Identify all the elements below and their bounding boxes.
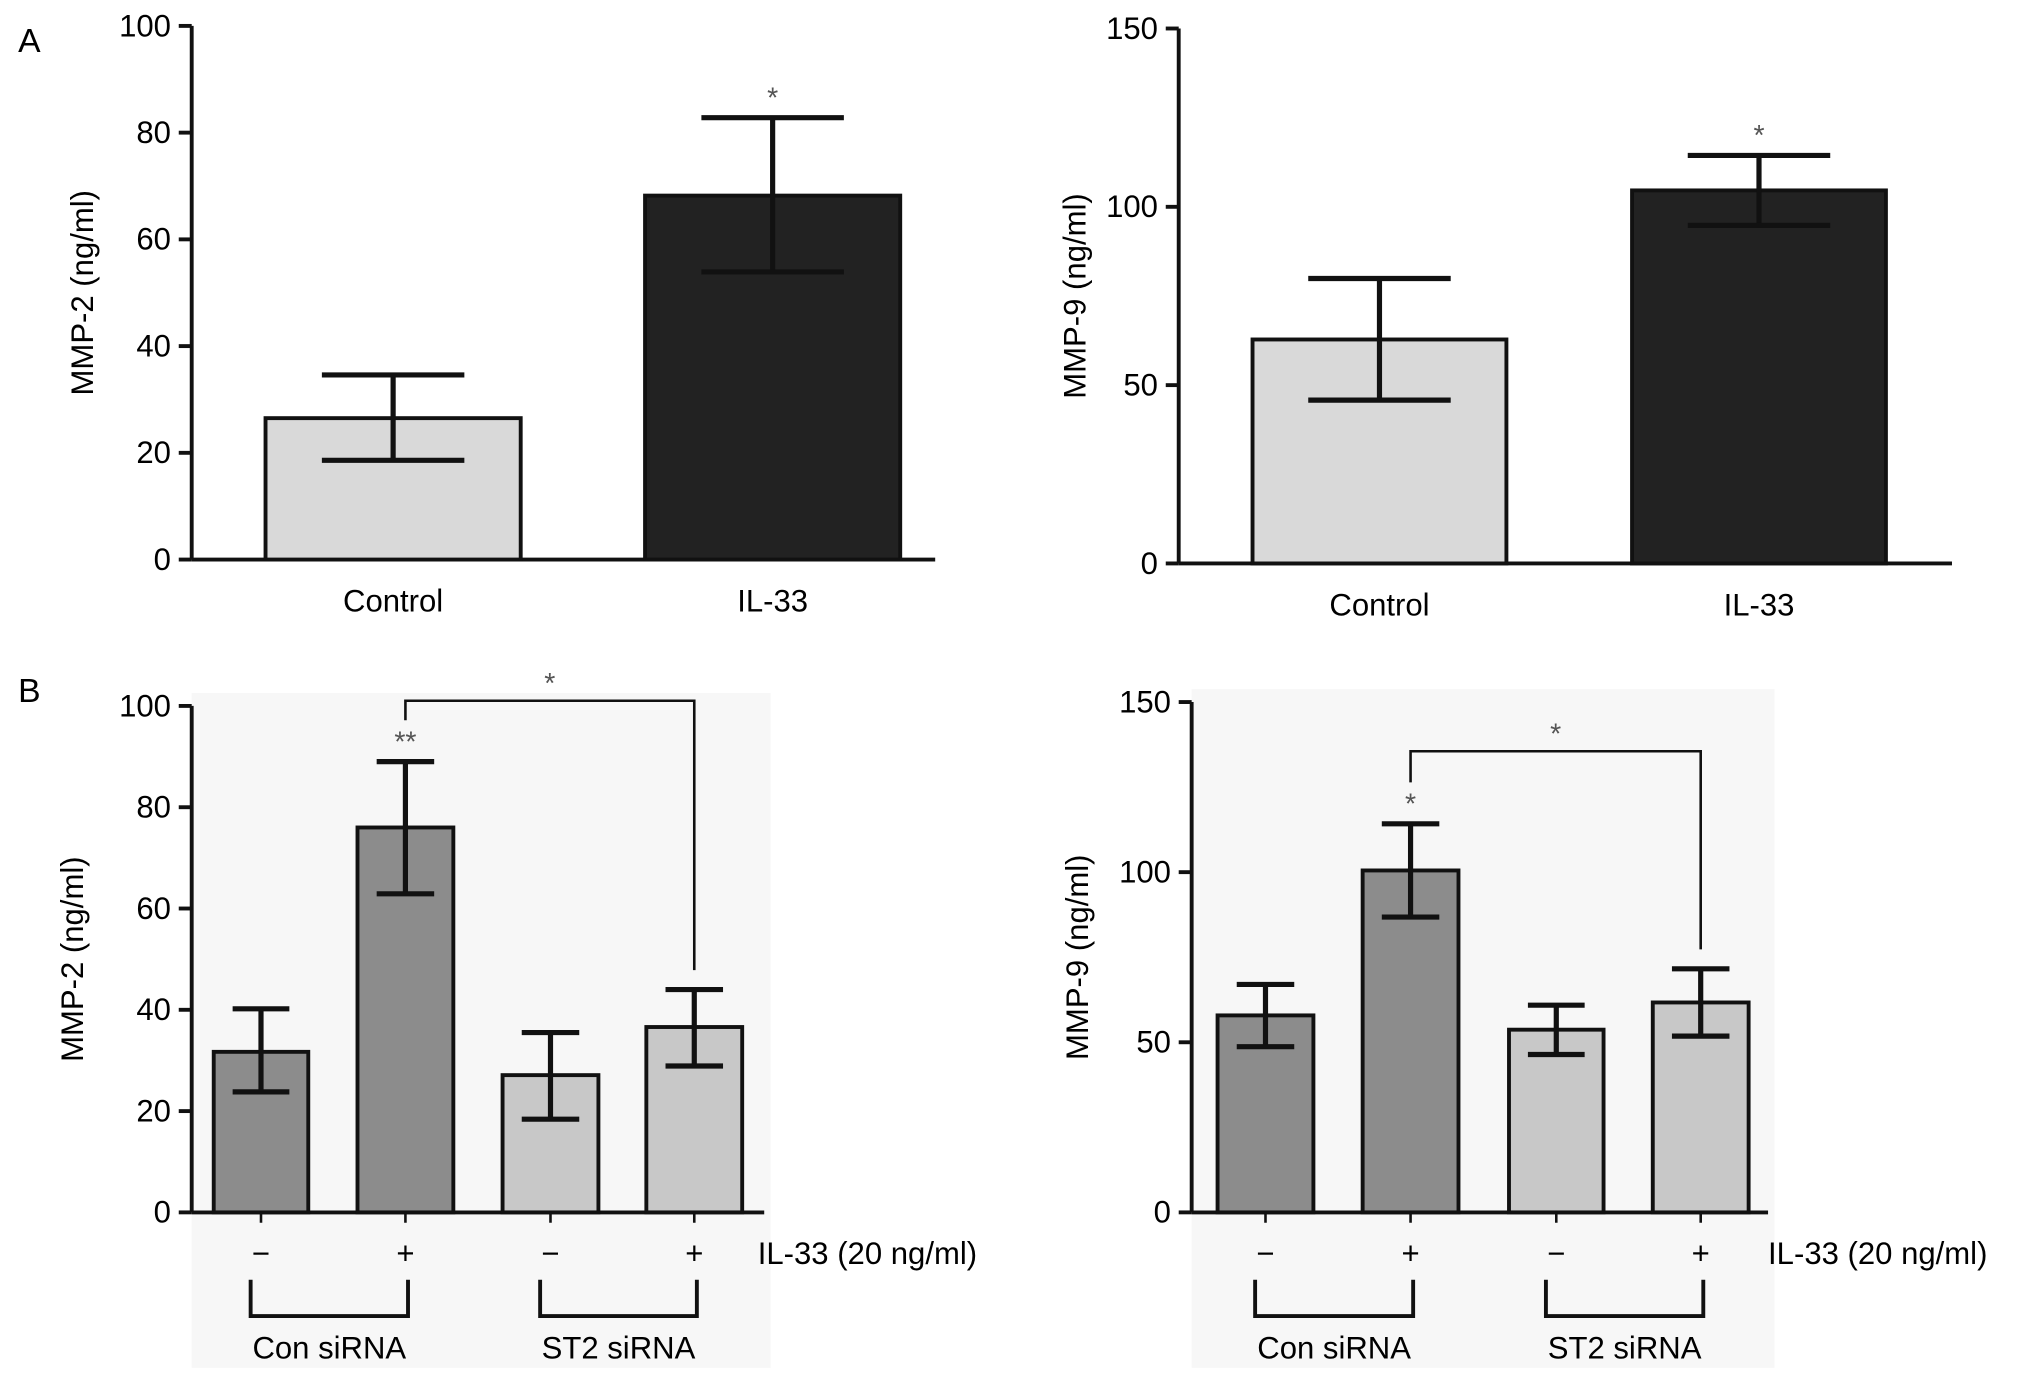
y-tick-label: 100 bbox=[119, 688, 171, 723]
group-bracket bbox=[1543, 1279, 1706, 1318]
comparison-bracket bbox=[1409, 749, 1702, 950]
y-axis-label: MMP-9 (ng/ml) bbox=[1057, 193, 1092, 398]
chart-3: 0 20 40 60 80 100 MMP-2 (ng/ml) − ** + − + IL-33 (20… bbox=[55, 668, 977, 1368]
treatment-label: IL-33 (20 ng/ml) bbox=[758, 1236, 977, 1271]
comparison-bracket bbox=[404, 699, 696, 971]
y-tick-label: 40 bbox=[136, 992, 171, 1027]
y-tick-label: 20 bbox=[136, 1093, 171, 1128]
significance-marker: * bbox=[1753, 120, 1764, 152]
panel-label-b: B bbox=[18, 673, 40, 710]
x-tick-label: IL-33 bbox=[737, 583, 808, 618]
panel-label-a: A bbox=[18, 23, 41, 60]
x-tick-label: IL-33 bbox=[1724, 587, 1795, 622]
y-tick-label: 80 bbox=[136, 115, 171, 150]
x-tick-label: Control bbox=[343, 583, 443, 618]
y-tick-label: 60 bbox=[136, 891, 171, 926]
y-tick-label: 20 bbox=[136, 435, 171, 470]
group-bracket bbox=[1253, 1279, 1416, 1318]
significance-marker: * bbox=[767, 82, 778, 114]
group-label: ST2 siRNA bbox=[1548, 1331, 1702, 1366]
y-tick-label: 150 bbox=[1119, 684, 1171, 719]
treatment-label: IL-33 (20 ng/ml) bbox=[1768, 1236, 1987, 1271]
x-tick-label: Control bbox=[1329, 587, 1429, 622]
treatment-sign: + bbox=[685, 1236, 703, 1271]
bar bbox=[1360, 868, 1461, 1215]
group-label: ST2 siRNA bbox=[542, 1331, 696, 1366]
treatment-sign: + bbox=[1401, 1236, 1419, 1271]
y-tick-label: 0 bbox=[154, 1195, 171, 1230]
bar bbox=[1630, 188, 1888, 566]
treatment-sign: − bbox=[1256, 1236, 1274, 1271]
significance-marker: * bbox=[1405, 788, 1416, 820]
y-axis-label: MMP-2 (ng/ml) bbox=[65, 190, 100, 395]
y-tick-label: 100 bbox=[1119, 855, 1171, 890]
y-tick-label: 100 bbox=[1106, 189, 1158, 224]
y-tick-label: 80 bbox=[136, 790, 171, 825]
y-tick-label: 40 bbox=[136, 328, 171, 363]
chart-4: 0 50 100 150 MMP-9 (ng/ml) − * + − + IL-33 (20 ng/… bbox=[1060, 684, 1987, 1368]
chart-1: 0 20 40 60 80 100 MMP-2 (ng/ml) Control * IL-33 bbox=[65, 8, 936, 618]
comparison-marker: * bbox=[544, 668, 555, 700]
group-label: Con siRNA bbox=[1257, 1331, 1411, 1366]
y-tick-label: 100 bbox=[119, 8, 171, 43]
y-tick-label: 0 bbox=[1154, 1195, 1171, 1230]
y-tick-label: 150 bbox=[1106, 11, 1158, 46]
treatment-sign: + bbox=[1692, 1236, 1710, 1271]
y-axis-label: MMP-9 (ng/ml) bbox=[1060, 854, 1095, 1059]
y-axis-label: MMP-2 (ng/ml) bbox=[55, 856, 90, 1061]
treatment-sign: − bbox=[1547, 1236, 1565, 1271]
group-bracket bbox=[248, 1279, 410, 1318]
y-tick-label: 50 bbox=[1136, 1025, 1171, 1060]
comparison-marker: * bbox=[1550, 718, 1561, 750]
y-tick-label: 0 bbox=[1141, 546, 1158, 581]
y-tick-label: 60 bbox=[136, 222, 171, 257]
group-bracket bbox=[538, 1279, 699, 1318]
group-label: Con siRNA bbox=[252, 1331, 406, 1366]
treatment-sign: + bbox=[396, 1236, 414, 1271]
significance-marker: ** bbox=[394, 726, 416, 758]
treatment-sign: − bbox=[541, 1236, 559, 1271]
y-tick-label: 50 bbox=[1123, 367, 1158, 402]
y-tick-label: 0 bbox=[154, 542, 171, 577]
chart-2: 0 50 100 150 MMP-9 (ng/ml) Control * IL-33 bbox=[1057, 11, 1952, 622]
treatment-sign: − bbox=[252, 1236, 270, 1271]
